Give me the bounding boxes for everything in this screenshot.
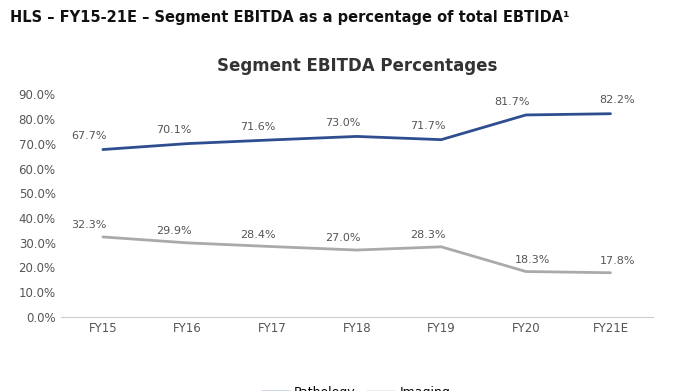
Title: Segment EBITDA Percentages: Segment EBITDA Percentages	[217, 57, 497, 75]
Text: 70.1%: 70.1%	[156, 125, 191, 135]
Text: 82.2%: 82.2%	[600, 95, 635, 106]
Text: 17.8%: 17.8%	[600, 256, 635, 266]
Text: HLS – FY15-21E – Segment EBITDA as a percentage of total EBTIDA¹: HLS – FY15-21E – Segment EBITDA as a per…	[10, 10, 570, 25]
Text: 28.4%: 28.4%	[240, 230, 276, 240]
Text: 71.6%: 71.6%	[240, 122, 276, 131]
Text: 18.3%: 18.3%	[515, 255, 551, 265]
Text: 71.7%: 71.7%	[410, 121, 445, 131]
Text: 27.0%: 27.0%	[325, 233, 361, 243]
Text: 81.7%: 81.7%	[494, 97, 530, 107]
Text: 32.3%: 32.3%	[71, 220, 107, 230]
Text: 67.7%: 67.7%	[71, 131, 107, 141]
Legend: Pathology, Imaging: Pathology, Imaging	[258, 381, 456, 391]
Text: 28.3%: 28.3%	[410, 230, 445, 240]
Text: 29.9%: 29.9%	[155, 226, 191, 236]
Text: 73.0%: 73.0%	[325, 118, 361, 128]
